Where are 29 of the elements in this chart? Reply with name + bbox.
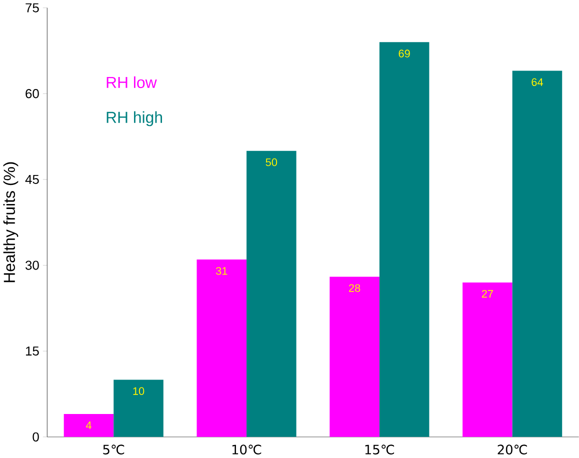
data-label: 50: [266, 158, 278, 166]
y-tick-label: 60: [26, 89, 39, 98]
x-tick-label: 20℃: [498, 444, 527, 455]
data-label: 27: [482, 290, 493, 298]
x-tick-label: 5℃: [103, 444, 124, 455]
bar: [196, 260, 247, 438]
bar: [246, 150, 296, 438]
x-tick-label: 10℃: [232, 444, 262, 455]
y-tick-label: 45: [25, 175, 39, 184]
text: RH high: [106, 111, 162, 126]
data-label: 28: [349, 284, 360, 292]
data-label: 10: [133, 387, 144, 396]
bar: [330, 276, 380, 438]
y-tick-label: 15: [26, 346, 39, 356]
data-label: 4: [86, 422, 92, 430]
text: RH low: [106, 76, 157, 88]
x-tick-label: 15℃: [365, 444, 394, 455]
bar: [512, 70, 562, 438]
data-label: 69: [398, 50, 410, 58]
y-tick-label: 30: [26, 260, 39, 270]
bar: [114, 380, 164, 438]
data-label: 31: [216, 267, 228, 275]
y-tick-label: 0: [32, 432, 39, 442]
bar: [379, 42, 430, 438]
y-tick-label: 75: [26, 3, 39, 12]
data-label: 64: [532, 78, 543, 86]
bar: [64, 414, 114, 438]
y-axis-title: Healthy fruits (%): [3, 162, 18, 282]
bar: [462, 282, 512, 438]
